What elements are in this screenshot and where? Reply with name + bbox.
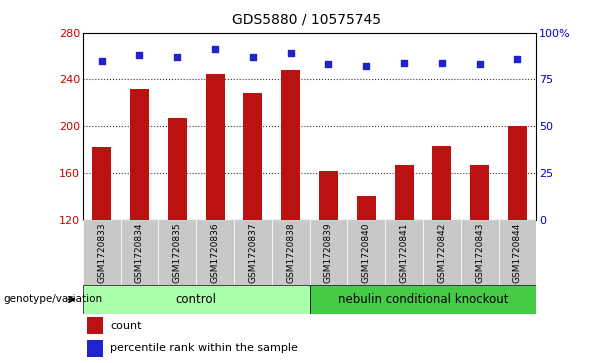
Point [324, 62, 333, 68]
Bar [158, 220, 196, 285]
Text: GSM1720841: GSM1720841 [400, 222, 409, 283]
Bar [83, 285, 310, 314]
Bar [319, 171, 338, 220]
Bar [168, 118, 187, 220]
Bar [498, 220, 536, 285]
Bar [83, 220, 121, 285]
Bar [196, 220, 234, 285]
Text: GSM1720842: GSM1720842 [437, 222, 446, 283]
Text: control: control [176, 293, 216, 306]
Bar [121, 220, 158, 285]
Point [399, 60, 409, 65]
Bar [385, 220, 423, 285]
Point [512, 56, 522, 62]
Bar [423, 220, 461, 285]
Text: GDS5880 / 10575745: GDS5880 / 10575745 [232, 13, 381, 27]
Bar [432, 146, 451, 220]
Text: GSM1720840: GSM1720840 [362, 222, 371, 283]
Bar [87, 340, 103, 357]
Text: GSM1720833: GSM1720833 [97, 222, 106, 283]
Bar [310, 220, 348, 285]
Bar [357, 196, 376, 220]
Bar [348, 220, 385, 285]
Point [361, 64, 371, 69]
Bar [470, 165, 489, 220]
Point [134, 52, 145, 58]
Bar [234, 220, 272, 285]
Point [286, 50, 295, 56]
Text: GSM1720838: GSM1720838 [286, 222, 295, 283]
Bar [508, 126, 527, 220]
Bar [272, 220, 310, 285]
Text: genotype/variation: genotype/variation [3, 294, 102, 305]
Text: GSM1720834: GSM1720834 [135, 222, 144, 283]
Bar [395, 165, 414, 220]
Text: GSM1720844: GSM1720844 [513, 222, 522, 283]
Bar [281, 70, 300, 220]
Point [248, 54, 257, 60]
Text: GSM1720836: GSM1720836 [210, 222, 219, 283]
Bar [87, 317, 103, 334]
Point [97, 58, 107, 64]
Text: nebulin conditional knockout: nebulin conditional knockout [338, 293, 508, 306]
Point [210, 46, 220, 52]
Bar [92, 147, 111, 220]
Text: GSM1720837: GSM1720837 [248, 222, 257, 283]
Point [475, 62, 485, 68]
Text: GSM1720835: GSM1720835 [173, 222, 182, 283]
Bar [461, 220, 498, 285]
Text: GSM1720843: GSM1720843 [475, 222, 484, 283]
Text: GSM1720839: GSM1720839 [324, 222, 333, 283]
Bar [310, 285, 536, 314]
Bar [243, 93, 262, 220]
Bar [205, 74, 224, 220]
Text: count: count [110, 321, 142, 331]
Text: percentile rank within the sample: percentile rank within the sample [110, 343, 298, 354]
Bar [130, 89, 149, 220]
Point [172, 54, 182, 60]
Point [437, 60, 447, 65]
